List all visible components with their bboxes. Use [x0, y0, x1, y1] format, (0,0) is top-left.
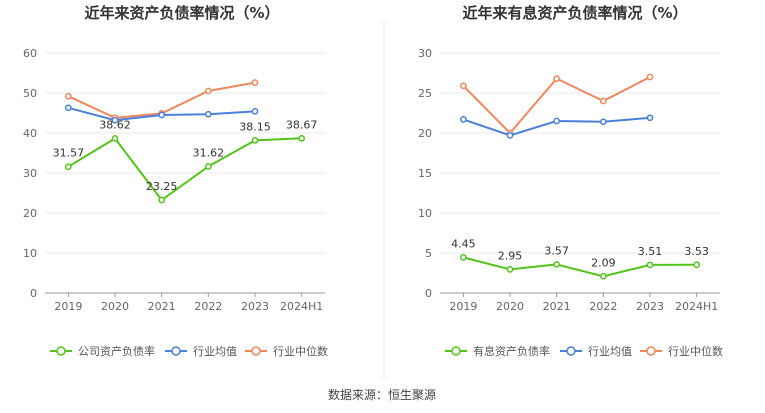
legend-marker [56, 346, 66, 356]
series-point [459, 254, 467, 261]
data-label: 3.53 [684, 245, 709, 258]
x-tick-label: 2023 [241, 300, 269, 313]
y-tick-label: 60 [23, 47, 37, 60]
data-label: 38.15 [239, 120, 271, 133]
series-point [298, 134, 306, 142]
series-point [599, 272, 607, 280]
source-text: 数据来源：恒生聚源 [328, 387, 436, 402]
data-label: 3.51 [638, 245, 663, 258]
series-point [158, 196, 166, 204]
x-tick-label: 2020 [101, 300, 129, 313]
y-tick-label: 25 [418, 87, 432, 100]
series-point [553, 117, 561, 125]
data-label: 31.62 [193, 147, 225, 160]
series-point [506, 266, 514, 273]
series-point [459, 82, 467, 90]
x-tick-label: 2023 [636, 300, 664, 313]
x-tick-label: 2022 [589, 300, 617, 313]
chart-title: 近年来有息资产负债率情况（%） [462, 4, 687, 22]
legend-item: 行业中位数 [640, 344, 723, 358]
y-tick-label: 10 [418, 207, 432, 220]
series-point [64, 92, 72, 100]
series-point [251, 137, 259, 144]
data-label: 38.62 [99, 119, 131, 132]
series-point [204, 110, 212, 118]
y-tick-label: 0 [425, 287, 432, 300]
legend-label: 行业均值 [588, 345, 632, 358]
series-point [646, 114, 654, 122]
series-point [459, 116, 467, 123]
x-tick-label: 2024H1 [675, 300, 718, 313]
legend-marker [566, 346, 576, 356]
series-point [64, 163, 72, 171]
series-line [462, 76, 651, 135]
chart-panel-1: 近年来资产负债率情况（%） 0 10 20 30 40 50 60 2019 2020 2021 20… [23, 4, 328, 358]
legend-marker [451, 346, 461, 356]
series-point [553, 261, 561, 268]
data-label: 38.67 [286, 118, 318, 131]
series-line [463, 256, 697, 278]
x-tick-label: 2022 [194, 300, 222, 313]
series-point [646, 261, 654, 269]
x-tick-label: 2021 [148, 300, 176, 313]
series-point [693, 261, 701, 269]
series-point [251, 108, 259, 115]
y-tick-label: 15 [418, 167, 432, 180]
data-label: 4.45 [451, 237, 476, 250]
data-label: 3.57 [544, 244, 569, 257]
legend-label: 有息资产负债率 [473, 344, 550, 358]
chart-title: 近年来资产负债率情况（%） [84, 4, 279, 22]
series-point [599, 118, 607, 126]
series-point [204, 163, 212, 170]
series-line [67, 137, 302, 202]
legend-label: 行业均值 [193, 345, 237, 358]
series-point [111, 116, 119, 124]
legend-label: 行业中位数 [668, 344, 723, 358]
legend-label: 公司资产负债率 [78, 344, 155, 358]
legend-label: 行业中位数 [273, 344, 328, 358]
y-tick-label: 20 [23, 207, 37, 220]
legend-item: 行业均值 [165, 345, 237, 358]
series-point [506, 132, 514, 139]
y-tick-label: 0 [30, 287, 37, 300]
legend-item: 公司资产负债率 [50, 344, 155, 358]
y-tick-label: 5 [425, 247, 432, 260]
series-point [553, 75, 561, 82]
legend-marker [171, 346, 181, 356]
y-tick-label: 30 [23, 167, 37, 180]
legend-marker [251, 346, 261, 356]
series-point [111, 135, 119, 142]
series-point [204, 87, 212, 95]
data-label: 2.09 [591, 256, 616, 269]
y-tick-label: 20 [418, 127, 432, 140]
x-tick-label: 2021 [543, 300, 571, 313]
x-tick-label: 2020 [496, 300, 524, 313]
legend-item: 有息资产负债率 [445, 344, 550, 358]
legend-marker [646, 346, 656, 356]
x-tick-label: 2019 [449, 300, 477, 313]
data-label: 2.95 [498, 249, 523, 262]
y-tick-label: 10 [23, 247, 37, 260]
series-point [251, 79, 259, 86]
series-point [599, 97, 607, 105]
series-point [646, 73, 654, 81]
series-point [64, 104, 72, 112]
data-label: 31.57 [53, 147, 85, 160]
y-tick-label: 30 [418, 47, 432, 60]
x-tick-label: 2019 [54, 300, 82, 313]
y-tick-label: 50 [23, 87, 37, 100]
x-tick-label: 2024H1 [280, 300, 323, 313]
data-label: 23.25 [146, 180, 178, 193]
legend-item: 行业均值 [560, 345, 632, 358]
legend-item: 行业中位数 [245, 344, 328, 358]
y-tick-label: 40 [23, 127, 37, 140]
series-point [158, 111, 166, 119]
chart-panel-2: 近年来有息资产负债率情况（%） 0 5 10 15 20 25 30 2019 2020 2021 2… [418, 4, 723, 358]
